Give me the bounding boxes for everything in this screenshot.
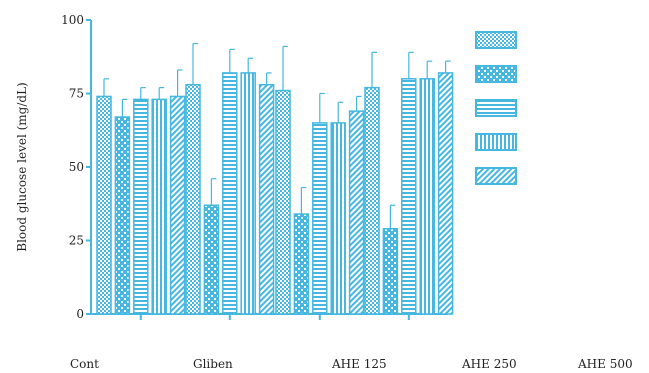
bar	[240, 72, 256, 315]
bars: ******	[96, 42, 454, 315]
bar	[312, 122, 328, 315]
bar	[114, 116, 131, 315]
y-tick-label: 75	[69, 87, 84, 101]
category-labels: Cont Gliben AHE 125 AHE 250 AHE 500	[70, 357, 633, 371]
bar	[364, 86, 380, 315]
y-tick-label: 100	[61, 13, 84, 27]
category-label: AHE 125	[331, 357, 387, 371]
bar	[275, 89, 291, 315]
bar	[258, 83, 275, 315]
category-label: Gliben	[193, 357, 233, 371]
bar	[382, 227, 399, 315]
bar	[348, 110, 365, 315]
bar	[133, 98, 149, 315]
legend-swatch	[475, 167, 517, 185]
category-label: Cont	[70, 357, 99, 371]
bar	[419, 78, 435, 315]
bar	[222, 72, 238, 315]
bar	[293, 213, 310, 315]
bar	[401, 78, 417, 315]
bar	[203, 204, 220, 315]
bar	[185, 83, 201, 315]
y-axis-label: Blood glucose level (mg/dL)	[15, 82, 29, 251]
bar	[330, 122, 346, 315]
legend-swatch	[475, 31, 517, 49]
axes: 0 25 50 75 100	[61, 13, 448, 321]
y-tick-label: 50	[69, 160, 84, 174]
y-tick-label: 0	[76, 307, 84, 321]
category-label: AHE 250	[461, 357, 517, 371]
bar	[96, 95, 112, 315]
category-label: AHE 500	[577, 357, 633, 371]
legend-swatch	[475, 65, 517, 83]
legend-swatch	[475, 99, 517, 117]
legend	[475, 31, 517, 185]
y-tick-label: 25	[69, 234, 84, 248]
bar	[169, 95, 186, 315]
bar	[151, 98, 167, 315]
legend-swatch	[475, 133, 517, 151]
bar	[437, 72, 454, 315]
